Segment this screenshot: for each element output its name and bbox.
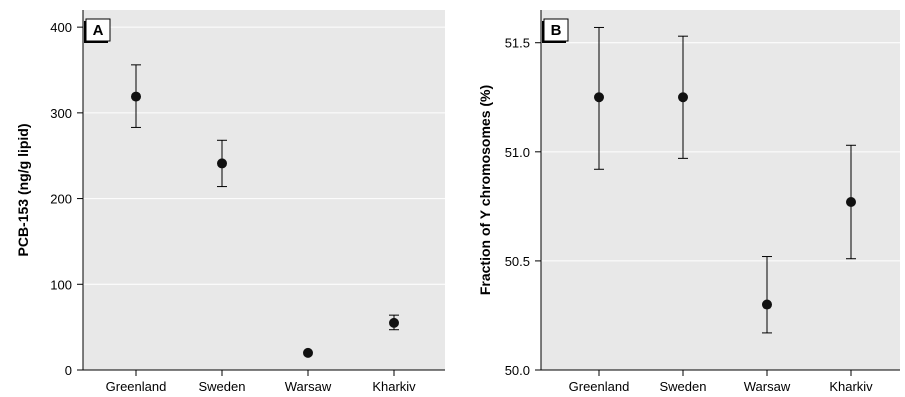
y-tick-label: 0 xyxy=(65,363,72,378)
data-point xyxy=(217,158,227,169)
x-tick-label: Warsaw xyxy=(744,379,791,394)
plot-area xyxy=(541,10,900,370)
y-tick-label: 50.5 xyxy=(505,254,530,269)
data-point xyxy=(678,92,688,103)
data-point xyxy=(846,197,856,207)
panel-label: B xyxy=(551,22,562,39)
x-tick-label: Kharkiv xyxy=(372,379,416,394)
y-tick-label: 400 xyxy=(50,20,72,35)
panel-label-box xyxy=(85,18,111,42)
panel-b-chart: 50.0 50.5 51.0 51.5 Greenland Sweden Warsaw Kha… xyxy=(477,10,900,394)
plot-area xyxy=(83,10,445,370)
data-point xyxy=(594,92,604,103)
y-tick-label: 300 xyxy=(50,106,72,121)
y-tick-label: 51.0 xyxy=(505,145,530,160)
y-axis-title: Fraction of Y chromosomes (%) xyxy=(477,85,493,295)
x-tick-label: Greenland xyxy=(106,379,167,394)
x-tick-label: Warsaw xyxy=(285,379,332,394)
data-point xyxy=(131,91,141,102)
x-tick-label: Kharkiv xyxy=(829,379,873,394)
panel-label: A xyxy=(93,22,104,39)
data-point xyxy=(762,299,772,310)
panel-label-box xyxy=(543,18,569,42)
y-tick-label: 100 xyxy=(50,277,72,292)
y-tick-label: 50.0 xyxy=(505,363,530,378)
x-tick-label: Greenland xyxy=(569,379,630,394)
panel-a-chart: 0 100 200 300 400 Greenland Sweden Warsaw Kharki… xyxy=(15,10,445,394)
x-tick-label: Sweden xyxy=(660,379,707,394)
data-point xyxy=(303,347,313,358)
y-tick-label: 51.5 xyxy=(505,36,530,51)
y-tick-label: 200 xyxy=(50,192,72,207)
x-tick-label: Sweden xyxy=(199,379,246,394)
y-axis-title: PCB-153 (ng/g lipid) xyxy=(15,124,31,257)
data-point xyxy=(389,317,399,328)
